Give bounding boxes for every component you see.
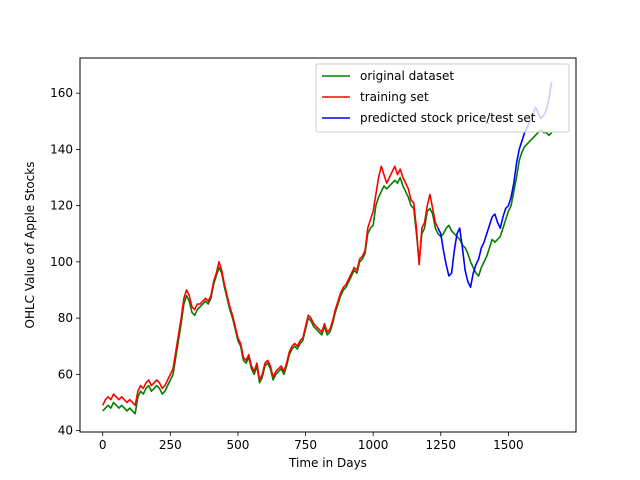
y-tick-label: 40 [58, 424, 73, 438]
axes-frame [79, 57, 577, 433]
x-tick-label: 0 [99, 438, 107, 452]
x-tick-label: 500 [226, 438, 249, 452]
x-axis-ticks: 0 250 500 750 1000 1250 1500 [99, 432, 524, 452]
legend: original dataset training set predicted st… [315, 63, 570, 133]
y-tick-label: 160 [50, 86, 73, 100]
x-tick-label: 1500 [493, 438, 524, 452]
y-tick-label: 120 [50, 199, 73, 213]
y-tick-label: 60 [58, 367, 73, 381]
series-line-2 [101, 165, 439, 407]
x-tick-label: 1250 [426, 438, 457, 452]
y-axis-label: OHLC Value of Apple Stocks [23, 162, 37, 329]
legend-entry: training set [360, 90, 429, 104]
y-tick-label: 140 [50, 142, 73, 156]
legend-entry: predicted stock price/test set [360, 111, 536, 125]
x-tick-label: 750 [294, 438, 317, 452]
x-tick-label: 250 [159, 438, 182, 452]
series-line-1 [102, 128, 553, 415]
y-tick-label: 80 [58, 311, 73, 325]
x-tick-label: 1000 [358, 438, 389, 452]
x-axis-label: Time in Days [288, 456, 367, 470]
y-axis-ticks: 40 60 80 100 120 140 160 [50, 86, 80, 438]
legend-box [315, 63, 570, 133]
legend-entry: original dataset [360, 69, 454, 83]
y-tick-label: 100 [50, 255, 73, 269]
